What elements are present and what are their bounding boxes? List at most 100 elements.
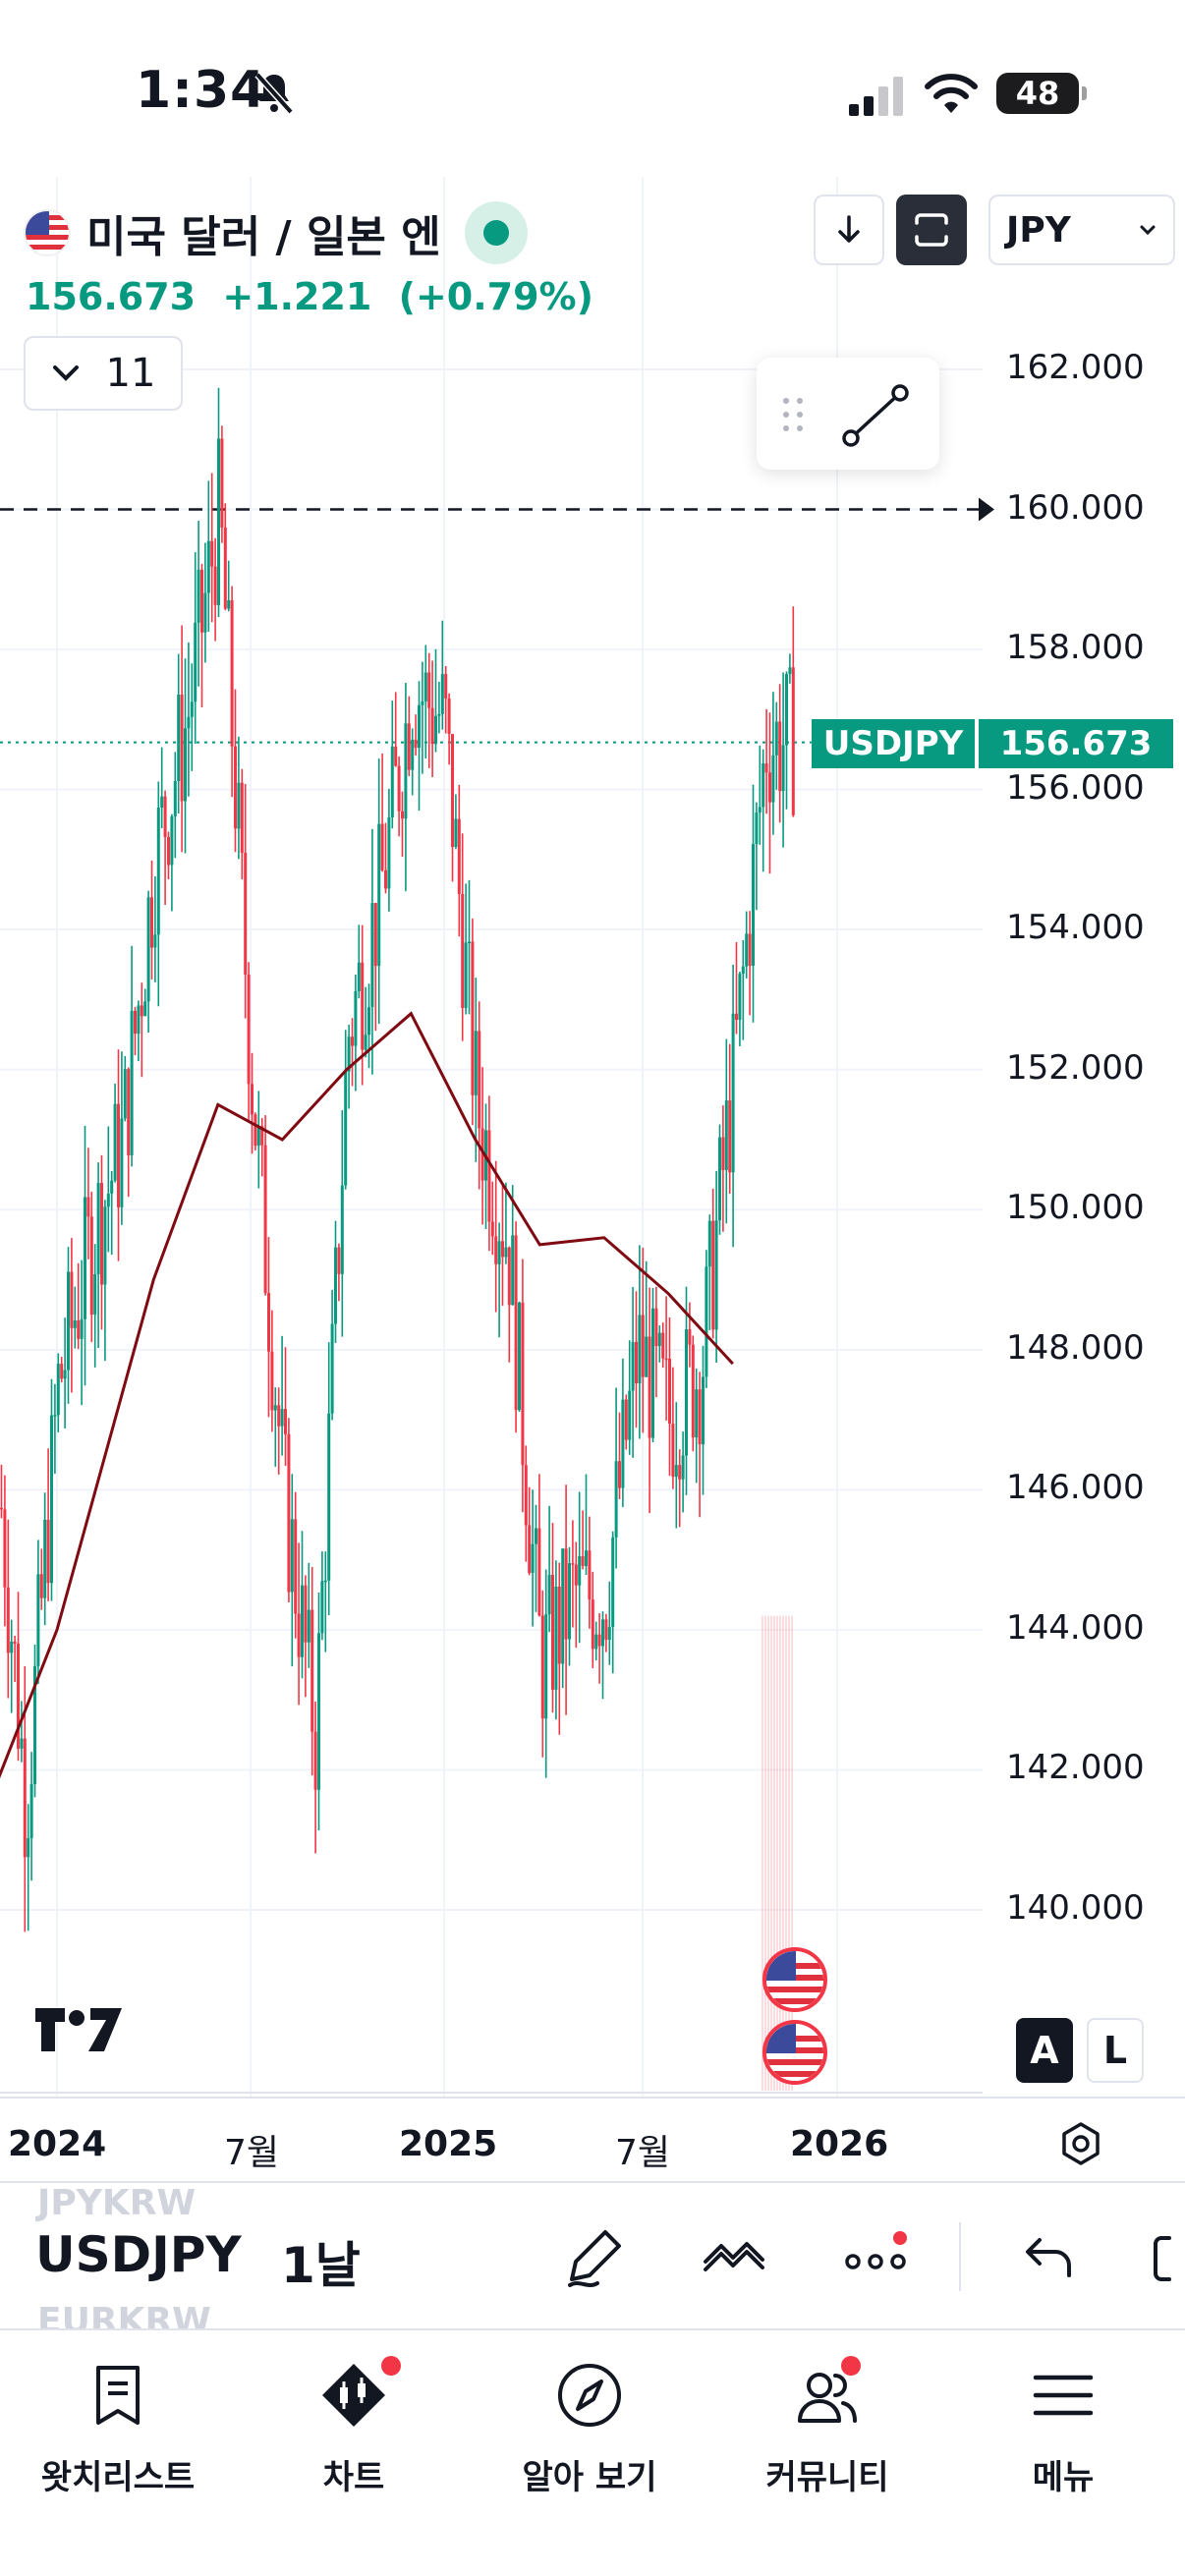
auto-scale-button[interactable]: A — [1016, 2018, 1073, 2083]
candle — [297, 1613, 301, 1657]
candle — [390, 746, 394, 817]
last-price: 156.673 — [26, 275, 197, 318]
candle — [738, 974, 742, 1020]
symbol-selector[interactable]: USDJPY — [35, 2226, 242, 2283]
candle — [714, 1220, 718, 1330]
candle — [514, 1235, 518, 1411]
candle — [177, 694, 181, 781]
candle — [200, 569, 203, 633]
y-tick-label: 142.000 — [1006, 1748, 1145, 1788]
candle — [197, 569, 200, 623]
candle — [190, 701, 194, 717]
candle — [705, 1266, 708, 1377]
economic-event-icon[interactable] — [762, 1947, 827, 2012]
candle — [167, 836, 170, 866]
undo-icon[interactable] — [1012, 2224, 1081, 2293]
pen-drawing-icon[interactable] — [560, 2224, 629, 2293]
x-tick-label: 2024 — [8, 2124, 107, 2164]
y-tick-label: 146.000 — [1006, 1468, 1145, 1508]
trend-line-tool-icon[interactable] — [839, 381, 912, 450]
candle — [551, 1574, 554, 1690]
candle — [624, 1399, 628, 1440]
download-button[interactable] — [814, 195, 884, 265]
more-options-icon[interactable] — [841, 2224, 910, 2293]
nav-chart[interactable]: 차트 — [236, 2330, 472, 2527]
candle — [156, 808, 160, 935]
candle — [480, 1128, 484, 1181]
candle — [384, 869, 387, 889]
candle — [39, 1574, 43, 1598]
candle — [611, 1537, 615, 1627]
x-tick-label: 7월 — [615, 2133, 671, 2173]
candle — [117, 1103, 120, 1207]
x-tick-label: 7월 — [224, 2133, 280, 2173]
indicators-icon[interactable] — [700, 2224, 768, 2293]
candle — [254, 1114, 257, 1147]
time-axis[interactable]: 2024 7월 2025 7월 2026 — [0, 2097, 1185, 2181]
nav-watchlist[interactable]: 왓치리스트 — [0, 2330, 236, 2527]
candle — [337, 1247, 341, 1274]
fullscreen-button[interactable] — [896, 195, 967, 265]
price-change-pct: (+0.79%) — [398, 275, 593, 318]
candle — [451, 734, 454, 848]
symbol-header[interactable]: 미국 달러 / 일본 엔 — [24, 201, 528, 264]
candle — [123, 1069, 127, 1119]
economic-event-icon[interactable] — [762, 2020, 827, 2085]
interval-selector[interactable]: 1날 — [281, 2237, 361, 2294]
indicators-toggle-button[interactable]: 11 — [24, 336, 183, 411]
candle — [657, 1332, 661, 1347]
candle — [540, 1615, 544, 1719]
log-scale-button[interactable]: L — [1087, 2018, 1144, 2083]
candle — [280, 1409, 284, 1427]
nav-label: 메뉴 — [1032, 2458, 1095, 2497]
nav-community[interactable]: 커뮤니티 — [709, 2330, 945, 2527]
candle — [256, 1126, 260, 1147]
candle — [594, 1634, 598, 1650]
currency-select[interactable]: JPY — [988, 195, 1175, 265]
candle — [73, 1320, 77, 1328]
drawing-toolbar-float[interactable] — [757, 358, 939, 470]
candle — [618, 1461, 621, 1488]
nav-menu[interactable]: 메뉴 — [945, 2330, 1181, 2527]
candle — [474, 1031, 478, 1095]
moving-average-line — [0, 1011, 734, 1779]
redo-icon[interactable] — [1146, 2224, 1185, 2293]
candle — [0, 1507, 3, 1510]
candle — [585, 1550, 588, 1567]
candle — [758, 807, 762, 813]
candle — [86, 1197, 90, 1217]
candle — [194, 622, 198, 702]
candle — [511, 1235, 515, 1306]
nav-explore[interactable]: 알아 보기 — [472, 2330, 707, 2527]
candle — [13, 1641, 17, 1644]
candle — [290, 1519, 294, 1593]
candle — [173, 780, 177, 816]
settings-icon[interactable] — [1057, 2120, 1104, 2167]
candle — [284, 1409, 287, 1434]
candle — [77, 1320, 81, 1339]
battery-indicator: 48 — [996, 73, 1087, 114]
candle — [180, 694, 184, 802]
candle — [564, 1548, 568, 1640]
candle — [685, 1329, 688, 1456]
price-chart[interactable] — [0, 177, 1185, 2097]
candle — [728, 1100, 732, 1173]
candle — [557, 1587, 561, 1664]
candle — [113, 1103, 117, 1181]
symbol-title[interactable]: 미국 달러 / 일본 엔 — [86, 212, 441, 262]
drag-handle-icon[interactable] — [778, 395, 808, 434]
candle — [614, 1461, 618, 1538]
candle — [507, 1247, 511, 1306]
chevron-down-icon — [52, 365, 79, 381]
candle — [518, 1302, 521, 1411]
prev-symbol-ghost[interactable]: JPYKRW — [37, 2183, 197, 2223]
candle — [137, 1005, 141, 1035]
candle — [437, 713, 441, 716]
status-time: 1:34 — [136, 61, 267, 120]
candle — [752, 844, 755, 967]
candle — [304, 1585, 308, 1643]
candle — [344, 1071, 348, 1186]
candle — [33, 1665, 36, 1784]
candle — [327, 1413, 331, 1581]
toolbar-divider — [959, 2222, 961, 2291]
